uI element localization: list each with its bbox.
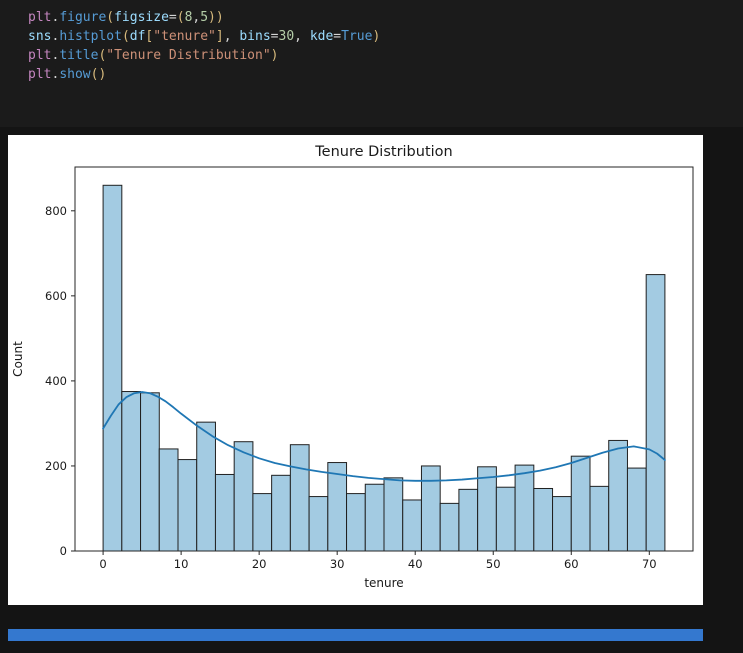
histogram-bar: [608, 439, 628, 552]
x-tick-label: 0: [99, 557, 106, 571]
code-token: plt: [28, 67, 52, 82]
code-token: ): [372, 29, 381, 44]
histogram-bar: [177, 459, 198, 552]
code-token: title: [59, 48, 99, 63]
x-tick-label: 10: [174, 557, 189, 571]
x-tick-label: 60: [564, 557, 579, 571]
code-editor-band: [0, 0, 743, 127]
histogram-bar: [533, 487, 554, 552]
code-token: df: [129, 29, 146, 44]
code-token: (: [106, 10, 115, 25]
plot-border: [74, 166, 694, 552]
code-token: "Tenure Distribution": [106, 48, 271, 63]
code-token: 8: [184, 10, 193, 25]
code-token: plt: [28, 48, 52, 63]
x-tick-label: 50: [486, 557, 501, 571]
y-axis-label: Count: [11, 341, 25, 377]
histogram-bar: [364, 483, 385, 552]
y-tick-label: 0: [60, 544, 67, 558]
histogram-bar: [158, 448, 179, 552]
histogram-bar: [308, 496, 329, 552]
histogram-bar: [645, 274, 666, 552]
histogram-bar: [552, 496, 572, 552]
code-token: "tenure": [153, 29, 216, 44]
x-tick-label: 40: [408, 557, 423, 571]
histogram-bar: [214, 473, 235, 552]
x-tick-label: 30: [330, 557, 345, 571]
horizontal-scrollbar[interactable]: [8, 629, 703, 641]
histogram-bar: [402, 499, 422, 552]
histogram-bar: [121, 391, 142, 552]
code-token: (: [121, 29, 130, 44]
histogram-bar: [495, 486, 516, 552]
code-token: (: [176, 10, 185, 25]
histogram-bar: [140, 392, 160, 552]
code-line[interactable]: sns.histplot(df["tenure"], bins=30, kde=…: [28, 27, 380, 46]
x-tick-label: 70: [642, 557, 657, 571]
code-token: sns: [28, 29, 52, 44]
histogram-bar: [477, 466, 497, 552]
histogram-bar: [102, 184, 123, 552]
code-token: =: [270, 29, 279, 44]
code-cell[interactable]: plt.figure(figsize=(8,5)) sns.histplot(df…: [28, 8, 380, 84]
code-token: ,: [192, 10, 201, 25]
code-token: (): [90, 67, 107, 82]
y-tick-label: 200: [45, 459, 67, 473]
code-token: show: [59, 67, 91, 82]
kde-curve: [102, 391, 666, 482]
code-token: ,: [294, 29, 310, 44]
code-token: =: [333, 29, 342, 44]
code-token: .: [51, 10, 60, 25]
histogram-bar: [233, 441, 254, 552]
histogram-bar: [289, 444, 310, 552]
code-token: histplot: [59, 29, 122, 44]
code-token: True: [341, 29, 373, 44]
code-line[interactable]: plt.show(): [28, 65, 380, 84]
code-token: [: [145, 29, 154, 44]
code-token: ): [270, 48, 279, 63]
code-token: kde: [309, 29, 334, 44]
histogram-bar: [271, 474, 291, 552]
code-token: )): [208, 10, 224, 25]
histogram-bar: [196, 421, 216, 552]
code-line[interactable]: plt.title("Tenure Distribution"): [28, 46, 380, 65]
code-token: ]: [215, 29, 224, 44]
code-token: 30: [278, 29, 295, 44]
histogram-bar: [420, 465, 441, 552]
histogram-bar: [514, 464, 535, 552]
code-token: figure: [59, 10, 107, 25]
code-token: figsize: [114, 10, 169, 25]
code-token: 5: [200, 10, 209, 25]
histogram-bar: [458, 488, 479, 552]
histogram-bar: [589, 485, 610, 552]
x-axis-label: tenure: [364, 576, 403, 590]
y-tick-label: 400: [45, 374, 67, 388]
code-token: (: [98, 48, 107, 63]
histogram-bar: [439, 502, 460, 552]
histogram-bar: [346, 493, 366, 552]
figure-output: 0 10 20 30 40 50 60 70 0 200 400 600 800 Tenure Distr…: [8, 135, 703, 605]
chart-title: Tenure Distribution: [314, 144, 452, 160]
chart-svg: 0 10 20 30 40 50 60 70 0 200 400 600 800 Tenure Distr…: [11, 144, 694, 590]
code-token: bins: [239, 29, 271, 44]
x-tick-label: 20: [252, 557, 267, 571]
code-line[interactable]: plt.figure(figsize=(8,5)): [28, 8, 380, 27]
code-token: ,: [223, 29, 240, 44]
code-token: plt: [28, 10, 52, 25]
histogram-bar: [383, 477, 404, 552]
code-token: .: [51, 48, 60, 63]
histogram-bar: [252, 493, 273, 552]
y-tick-label: 800: [45, 204, 67, 218]
y-tick-label: 600: [45, 289, 67, 303]
code-token: .: [51, 67, 60, 82]
histogram-bar: [570, 455, 591, 552]
histogram-bar: [626, 467, 647, 552]
code-token: =: [168, 10, 177, 25]
code-token: .: [51, 29, 60, 44]
